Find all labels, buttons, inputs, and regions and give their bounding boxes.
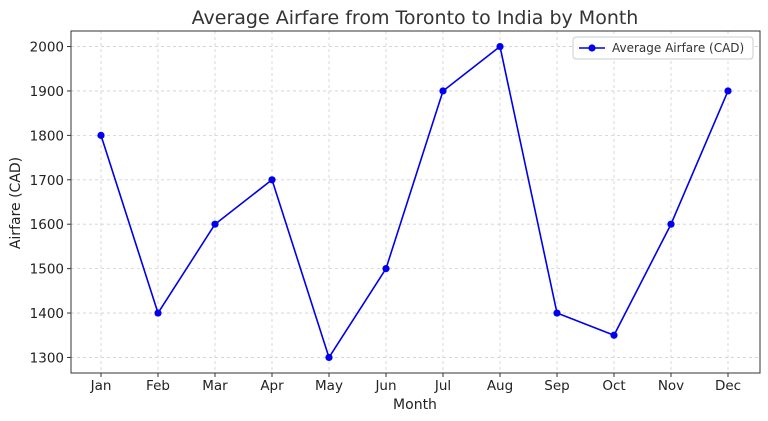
x-tick-label: Jul (434, 378, 451, 394)
y-tick-label: 1400 (30, 306, 64, 322)
x-tick-label: Aug (487, 378, 513, 394)
x-tick-label: Dec (715, 378, 741, 394)
x-tick-label: May (315, 378, 343, 394)
data-point (325, 353, 333, 362)
y-tick-label: 1500 (30, 262, 64, 278)
data-point (610, 331, 618, 339)
data-point (439, 87, 447, 95)
data-point (667, 220, 675, 228)
x-axis-label: Month (393, 397, 437, 413)
legend-label: Average Airfare (CAD) (612, 41, 744, 55)
x-tick-label: Jan (90, 378, 112, 394)
chart-title: Average Airfare from Toronto to India by… (192, 7, 639, 29)
y-axis-label: Airfare (CAD) (8, 157, 24, 249)
x-tick-label: Jun (374, 378, 396, 394)
series-layer (97, 42, 732, 362)
data-point (382, 265, 390, 273)
legend: Average Airfare (CAD) (572, 36, 754, 60)
data-point (211, 220, 219, 228)
y-tick-label: 1700 (30, 173, 64, 189)
data-point (97, 131, 105, 139)
data-point (268, 176, 276, 184)
axis-ticks: Jan Feb Mar Apr May Jun Jul Aug Sep Oct Nov Dec 1300… (30, 40, 741, 394)
series-line (100, 45, 729, 359)
y-tick-label: 1900 (30, 84, 64, 100)
x-tick-label: Mar (202, 378, 228, 394)
y-tick-label: 1600 (30, 217, 64, 233)
x-tick-label: Oct (602, 378, 625, 394)
plot-frame (70, 30, 761, 374)
x-tick-label: Nov (658, 378, 684, 394)
grid-lines (71, 31, 760, 373)
y-tick-label: 1800 (30, 128, 64, 144)
y-tick-label: 1300 (30, 350, 64, 366)
data-point (154, 309, 162, 317)
data-point (553, 309, 561, 317)
x-tick-label: Sep (544, 378, 569, 394)
legend-box (572, 36, 754, 60)
data-point (724, 87, 732, 95)
y-tick-label: 2000 (30, 40, 64, 56)
data-point (496, 42, 504, 51)
x-tick-label: Feb (146, 378, 170, 394)
legend-marker-swatch (588, 44, 596, 52)
x-tick-label: Apr (260, 378, 284, 394)
